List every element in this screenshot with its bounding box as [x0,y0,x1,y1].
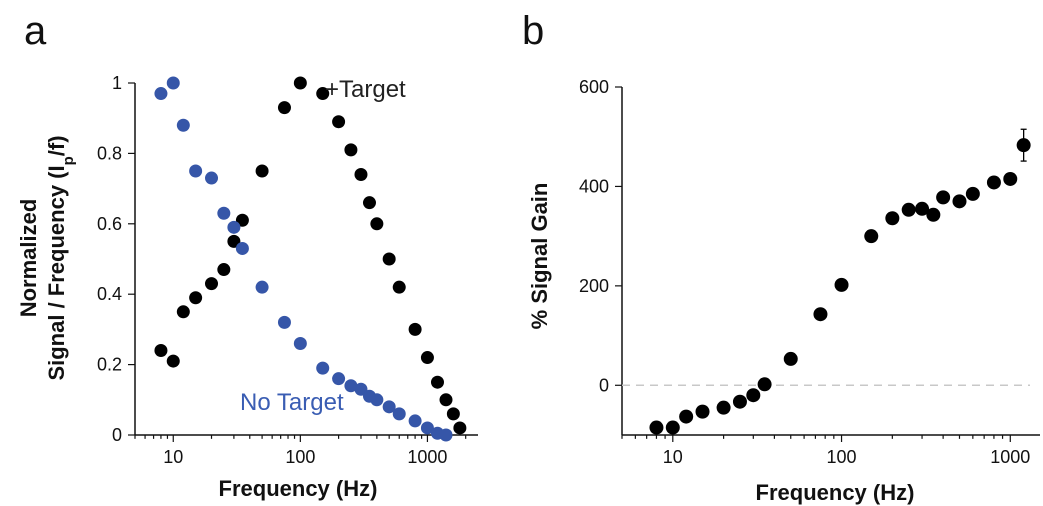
data-point-target [344,143,358,157]
data-point-target [293,76,307,90]
data-point-no-target [382,400,396,414]
x-tick-label: 10 [663,447,683,467]
data-point-series-0 [732,394,747,409]
data-point-no-target [189,164,203,178]
data-point-no-target [205,171,219,185]
data-point-series-0 [952,194,967,209]
data-point-no-target [235,241,249,255]
data-point-no-target [277,315,291,329]
data-point-target [354,168,368,182]
legend-label-target: +Target [325,76,406,103]
data-point-target [446,407,460,421]
x-tick-label: 1000 [407,447,447,467]
panel-b: b 10 100 1000 0 200 400 600 Frequency (Hz) % S… [522,9,1040,505]
data-point-no-target [420,421,434,435]
data-point-no-target [332,372,346,386]
data-point-target [332,115,346,129]
data-point-series-0 [901,202,916,217]
data-point-target [189,291,203,305]
data-point-series-0 [885,211,900,226]
data-point-target [453,421,467,435]
data-point-series-0 [813,307,828,322]
data-point-series-0 [834,277,849,292]
data-point-target [255,164,269,178]
data-point-target [316,87,330,101]
y-tick-label: 0.2 [97,355,122,375]
data-point-series-0 [746,388,761,403]
data-point-no-target [217,206,231,220]
data-point-series-0 [695,404,710,419]
data-point-series-0 [986,175,1001,190]
panel-b-y-axis-title: % Signal Gain [527,183,552,330]
data-point-target [408,322,422,336]
x-tick-label: 100 [827,447,857,467]
y-tick-label: 200 [579,276,609,296]
y-tick-label: 600 [579,77,609,97]
data-point-target [439,393,453,407]
data-point-target [217,263,231,277]
data-point-no-target [166,76,180,90]
data-point-target [277,101,291,115]
data-point-series-0 [716,400,731,415]
data-point-series-0 [936,190,951,205]
data-point-series-0 [926,207,941,222]
data-point-series-0 [649,420,664,435]
panel-a: a 10 100 1000 0 0.2 0.4 0.6 0.8 1 Frequency (Hz)… [16,9,478,501]
data-point-series-0 [757,377,772,392]
data-point-no-target [293,336,307,350]
data-point-target [392,280,406,294]
y-tick-label: 0.6 [97,214,122,234]
data-point-series-0 [665,420,680,435]
legend-label-no-target: No Target [240,389,344,416]
data-point-target [205,277,219,291]
panel-b-x-axis-title: Frequency (Hz) [756,480,915,505]
y-tick-label: 1 [112,73,122,93]
panel-a-y-axis-title-line2: Signal / Frequency (Ip/f) [44,135,77,380]
data-point-target [154,344,168,358]
panel-a-y-axis-title-subscript: p [60,156,77,165]
data-point-series-0 [864,229,879,244]
data-point-no-target [227,220,241,234]
data-point-no-target [176,118,190,132]
data-point-no-target [392,407,406,421]
y-tick-label: 0.4 [97,284,122,304]
y-tick-label: 400 [579,176,609,196]
data-point-target [420,351,434,365]
data-point-no-target [439,428,453,442]
data-point-series-0 [783,351,798,366]
x-tick-label: 10 [163,447,183,467]
data-point-no-target [316,361,330,375]
x-tick-label: 1000 [990,447,1030,467]
panel-a-y-axis-title-line1: Normalized [16,199,41,318]
data-point-series-0 [915,201,930,216]
data-point-target [166,354,180,368]
panel-b-label: b [522,9,544,53]
data-point-target [382,252,396,266]
panel-a-label: a [24,9,47,53]
data-point-target [176,305,190,319]
panel-a-x-axis-title: Frequency (Hz) [219,476,378,501]
y-tick-label: 0.8 [97,143,122,163]
data-point-target [362,196,376,210]
panel-a-y-axis-title-tail: /f) [44,135,69,156]
y-tick-label: 0 [112,425,122,445]
data-point-no-target [255,280,269,294]
data-point-series-0 [679,409,694,424]
y-tick-label: 0 [599,375,609,395]
panel-a-y-axis-title-main: Signal / Frequency (I [44,165,69,380]
data-point-target [370,217,384,231]
x-tick-label: 100 [285,447,315,467]
data-point-no-target [154,87,168,101]
data-point-series-0 [1003,171,1018,186]
data-point-no-target [408,414,422,428]
data-point-target [430,375,444,389]
data-point-no-target [344,379,358,393]
data-point-series-0 [1016,138,1031,153]
data-point-series-0 [965,186,980,201]
data-point-no-target [370,393,384,407]
